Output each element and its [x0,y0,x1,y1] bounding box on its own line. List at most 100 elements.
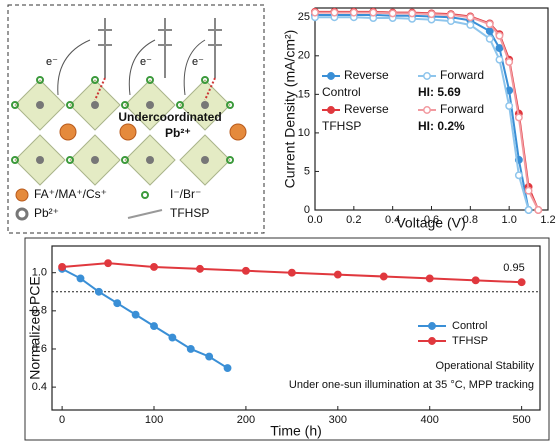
marker [113,299,122,308]
legend-marker [428,322,436,330]
x-tick-label: 500 [512,414,530,426]
marker [466,21,475,29]
legend-label: Pb²⁺ [34,206,59,220]
annotation: 0.95 [503,262,524,274]
legend-label: FA⁺/MA⁺/Cs⁺ [34,187,107,201]
panel-frame [24,237,550,441]
marker [369,8,378,17]
annotation: Under one-sun illumination at 35 °C, MPP… [289,379,534,391]
legend-note: HI: 0.2% [418,119,465,133]
marker [150,263,158,271]
y-tick-label: 0.6 [32,343,47,355]
x-tick-label: 0.0 [307,214,322,226]
marker [94,287,103,296]
legend-label: Control [452,320,487,332]
legend-group: Control [322,85,361,99]
legend-marker [327,72,335,80]
callout: Undercoordinated [118,110,221,124]
legend-marker [327,106,335,114]
lead-ions [36,101,209,164]
electron-label: e⁻ [140,56,152,68]
marker [196,264,204,273]
marker [205,352,214,361]
y-tick-label: 0 [304,204,310,216]
marker [495,55,504,64]
electron-arrows [57,39,206,96]
marker [333,270,342,279]
marker [517,278,526,287]
x-tick-label: 400 [421,414,439,426]
marker [425,274,434,283]
y-tick-label: 1.0 [32,267,47,279]
marker [485,20,494,29]
marker [349,8,358,17]
marker [446,10,455,19]
x-tick-label: 0.2 [346,214,361,226]
marker [76,274,85,283]
marker [150,322,158,331]
schematic: e⁻ e⁻ e⁻ Undercoordinated Pb²⁺ FA⁺/MA⁺/C… [7,4,265,234]
y-axis-label: Normalized PCE [27,276,43,379]
y-tick-label: 5 [304,165,310,177]
marker [471,276,480,285]
y-tick-label: 20 [298,50,310,62]
legend-marker [423,106,431,114]
legend-label: Reverse [344,68,389,82]
legend-marker [428,337,436,345]
marker [485,27,494,36]
marker [505,58,514,66]
electron-label: e⁻ [192,56,204,68]
legend-icon [15,188,29,202]
series-line [61,267,229,369]
schematic-frame [7,4,265,234]
y-tick-label: 0.4 [32,381,47,393]
marker [241,266,250,275]
y-tick-label: 25 [298,11,310,23]
marker [495,31,504,40]
x-tick-label: 1.0 [502,214,517,226]
x-tick-label: 100 [145,414,163,426]
marker [104,259,113,268]
legend-marker [423,72,431,80]
marker [58,263,67,271]
marker [168,333,177,342]
electron-label: e⁻ [46,56,58,68]
plot-frame [51,245,541,411]
x-axis-label: Voltage (V) [396,215,465,231]
legend-icon [141,191,149,199]
marker [524,186,533,195]
x-tick-label: 200 [237,414,255,426]
marker [485,34,494,43]
marker [379,272,388,281]
marker [466,13,475,22]
callout-ion: Pb²⁺ [165,126,191,140]
marker [505,101,514,110]
marker [427,10,436,19]
y-tick-label: 10 [298,127,310,139]
marker [534,206,543,214]
legend-note: HI: 5.69 [418,85,461,99]
x-tick-label: 0.4 [385,214,400,226]
legend-group: TFHSP [322,119,361,133]
marker [514,171,523,180]
y-tick-label: 0.8 [32,305,47,317]
legend-label: TFHSP [170,206,209,220]
legend-icon [127,209,163,219]
x-tick-label: 0.8 [463,214,478,226]
marker [311,8,319,17]
legend-label: Forward [440,102,484,116]
x-tick-label: 0 [59,414,65,426]
molecules [94,18,222,101]
legend-label: Forward [440,68,484,82]
marker [524,206,533,214]
x-axis-label: Time (h) [270,423,322,439]
x-tick-label: 1.2 [540,214,555,226]
marker [514,113,523,122]
marker [287,268,296,277]
y-axis-label: Current Density (mA/cm²) [282,30,298,189]
octahedra [14,79,231,186]
cations [59,123,247,141]
annotation: Operational Stability [436,360,535,372]
legend-label: Reverse [344,102,389,116]
